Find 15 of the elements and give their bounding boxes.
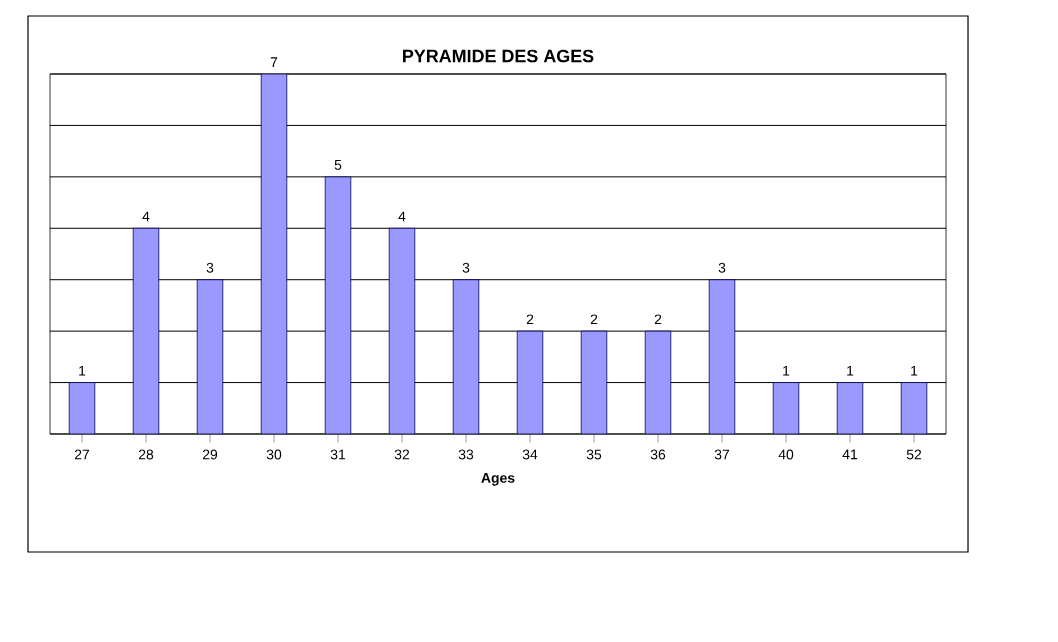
chart-title: PYRAMIDE DES AGES bbox=[403, 49, 594, 63]
bar bbox=[580, 330, 608, 434]
bar bbox=[132, 227, 160, 434]
bar bbox=[708, 279, 736, 434]
bar bbox=[196, 279, 224, 434]
bar bbox=[516, 330, 544, 434]
bar bbox=[452, 279, 480, 434]
bar bbox=[644, 330, 672, 434]
bar bbox=[836, 382, 864, 434]
bar bbox=[324, 176, 352, 434]
bar bbox=[260, 74, 288, 434]
bar bbox=[388, 227, 416, 434]
bar bbox=[68, 382, 96, 434]
bar bbox=[772, 382, 800, 434]
bar bbox=[900, 382, 928, 434]
